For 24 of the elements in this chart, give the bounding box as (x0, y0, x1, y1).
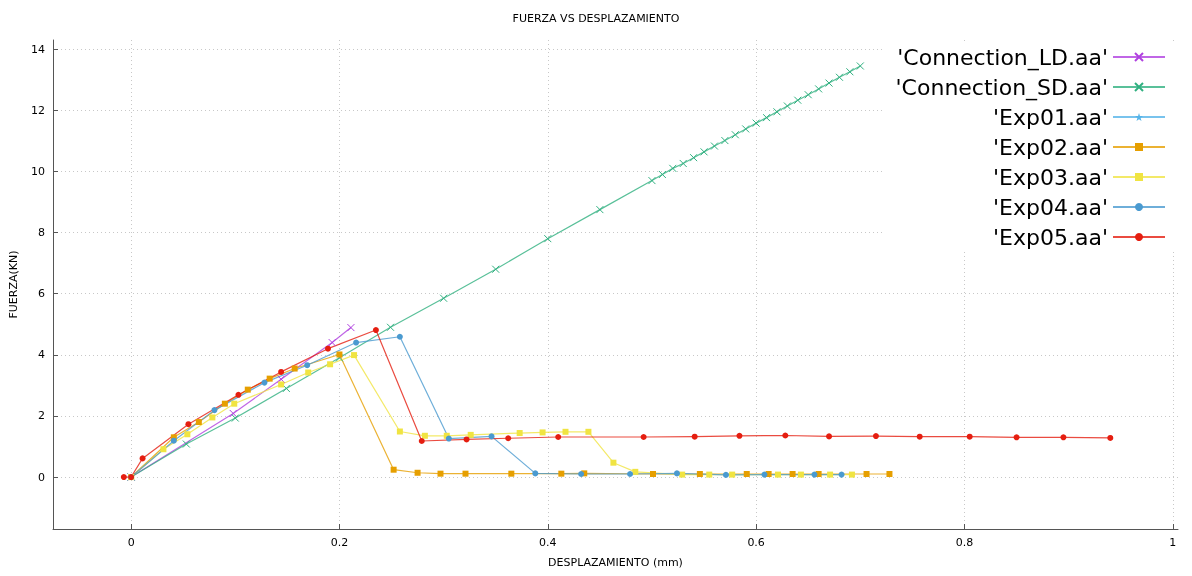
x-tick-label: 0.4 (539, 536, 557, 549)
legend-label: 'Exp03.aa' (993, 164, 1108, 190)
y-tick-label: 8 (38, 226, 45, 240)
y-tick-label: 2 (38, 409, 45, 423)
y-tick-label: 4 (38, 348, 45, 362)
x-tick-label: 1 (1169, 536, 1177, 549)
y-tick-label: 12 (31, 103, 45, 117)
y-tick-label: 14 (31, 42, 45, 56)
legend-label: 'Exp05.aa' (993, 224, 1108, 250)
y-tick-label: 0 (38, 470, 45, 484)
y-axis-title: FUERZA(KN) (7, 250, 20, 319)
x-axis-title: DESPLAZAMIENTO (mm) (548, 556, 683, 569)
legend-label: 'Exp02.aa' (993, 134, 1108, 160)
legend-label: 'Connection_LD.aa' (897, 44, 1108, 71)
x-tick-label: 0.2 (330, 536, 349, 549)
legend-label: 'Exp01.aa' (993, 104, 1108, 130)
x-tick-label: 0 (127, 536, 135, 549)
legend-label: 'Connection_SD.aa' (895, 74, 1108, 101)
legend-label: 'Exp04.aa' (993, 194, 1108, 220)
x-tick-label: 0.6 (747, 536, 765, 549)
y-tick-label: 6 (38, 287, 45, 301)
chart-title: FUERZA VS DESPLAZAMIENTO (512, 12, 680, 25)
x-tick-label: 0.8 (955, 536, 974, 549)
y-tick-label: 10 (31, 164, 45, 178)
